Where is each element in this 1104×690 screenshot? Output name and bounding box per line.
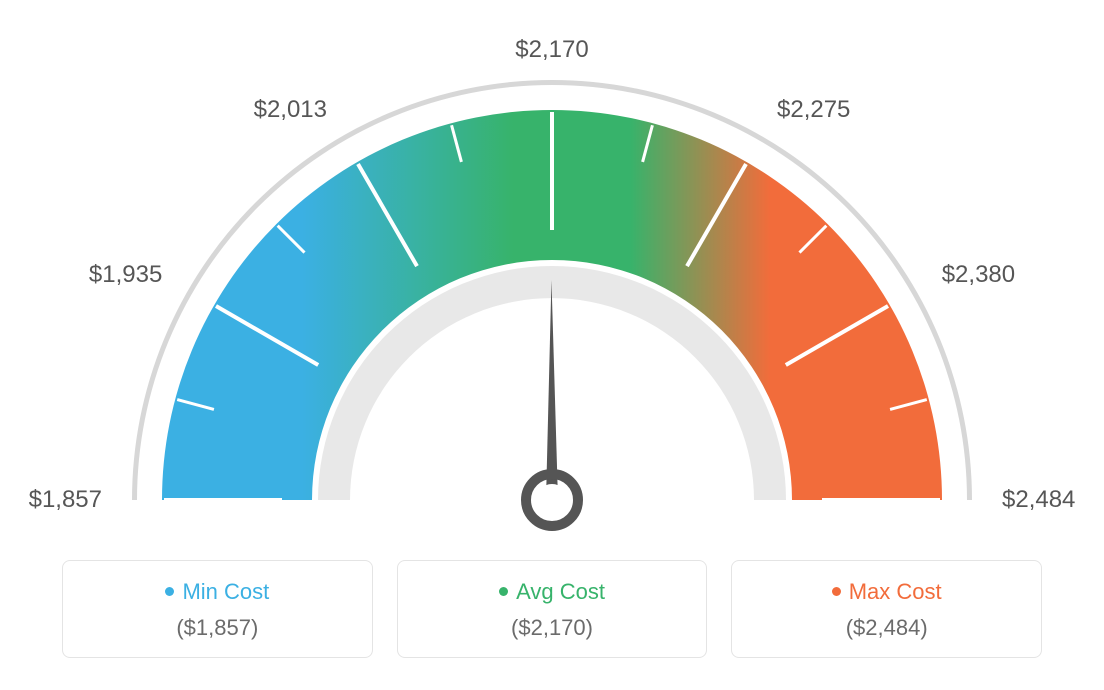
dot-icon xyxy=(499,587,508,596)
tick-label-4: $2,275 xyxy=(777,96,850,124)
dot-icon xyxy=(832,587,841,596)
tick-label-6: $2,484 xyxy=(1002,486,1075,514)
tick-label-2: $2,013 xyxy=(247,96,327,124)
legend-max-title: Max Cost xyxy=(742,579,1031,605)
legend-max-name: Max Cost xyxy=(849,579,942,604)
legend-min-value: ($1,857) xyxy=(73,615,362,641)
tick-label-5: $2,380 xyxy=(942,261,1015,289)
dot-icon xyxy=(165,587,174,596)
gauge: $1,857 $1,935 $2,013 $2,170 $2,275 $2,38… xyxy=(102,40,1002,540)
tick-label-1: $1,935 xyxy=(82,261,162,289)
tick-label-0: $1,857 xyxy=(22,486,102,514)
legend-min: Min Cost ($1,857) xyxy=(62,560,373,658)
chart-container: $1,857 $1,935 $2,013 $2,170 $2,275 $2,38… xyxy=(0,0,1104,690)
legend-avg-name: Avg Cost xyxy=(516,579,605,604)
legend-row: Min Cost ($1,857) Avg Cost ($2,170) Max … xyxy=(62,560,1042,658)
legend-avg-value: ($2,170) xyxy=(408,615,697,641)
legend-min-name: Min Cost xyxy=(182,579,269,604)
legend-avg: Avg Cost ($2,170) xyxy=(397,560,708,658)
legend-min-title: Min Cost xyxy=(73,579,362,605)
legend-avg-title: Avg Cost xyxy=(408,579,697,605)
tick-label-3: $2,170 xyxy=(512,36,592,64)
gauge-svg xyxy=(102,40,1002,540)
legend-max-value: ($2,484) xyxy=(742,615,1031,641)
legend-max: Max Cost ($2,484) xyxy=(731,560,1042,658)
